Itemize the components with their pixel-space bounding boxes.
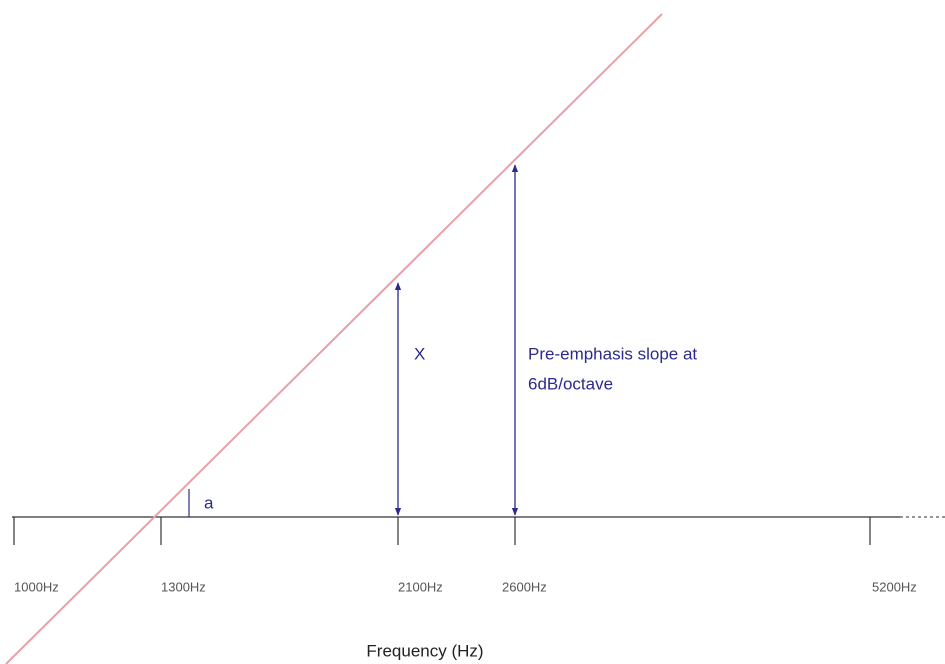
slope-line — [5, 13, 663, 664]
angle-label: a — [204, 493, 214, 512]
slope-label: Pre-emphasis slope at — [528, 344, 697, 363]
tick-label: 1300Hz — [161, 579, 206, 594]
slope-label: 6dB/octave — [528, 374, 613, 393]
tick-label: 1000Hz — [14, 579, 59, 594]
axis-label: Frequency (Hz) — [366, 641, 483, 660]
tick-label: 2100Hz — [398, 579, 443, 594]
tick-label: 5200Hz — [872, 579, 917, 594]
x-label: X — [414, 344, 425, 363]
tick-label: 2600Hz — [502, 579, 547, 594]
